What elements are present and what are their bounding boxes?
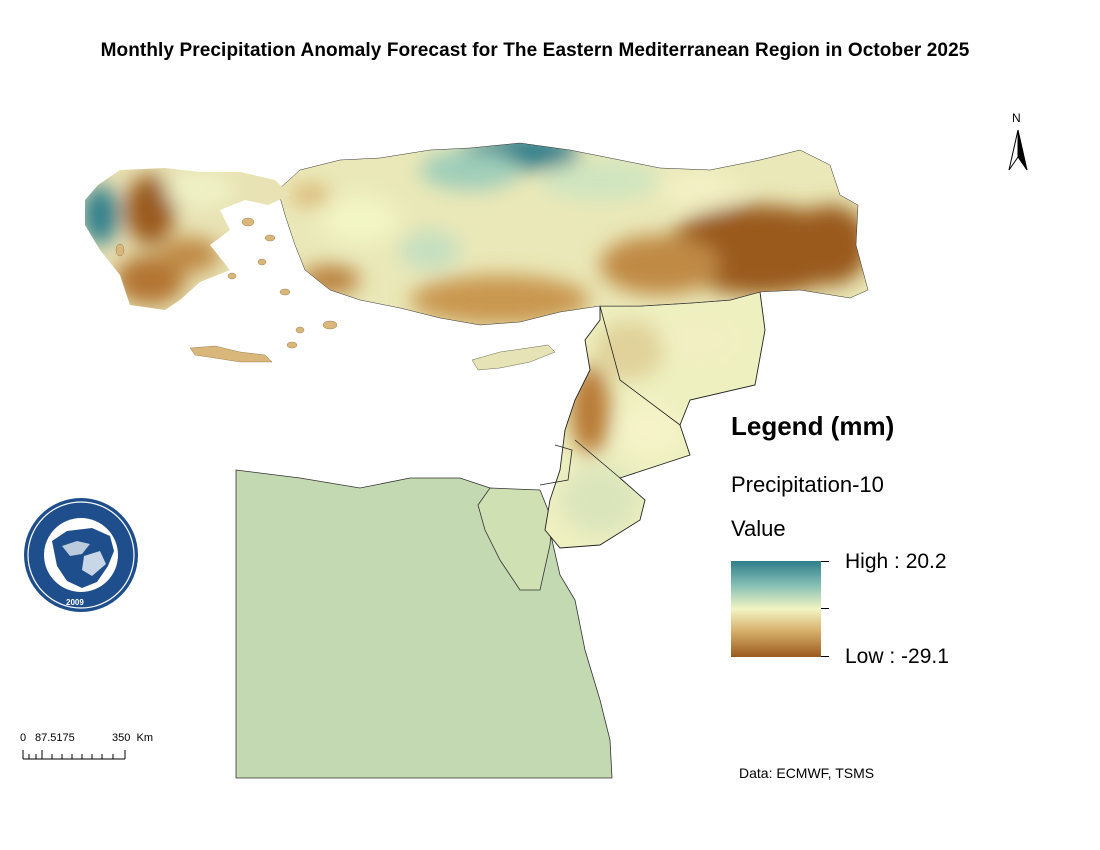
legend-title: Legend (mm) <box>731 411 895 441</box>
north-arrow-icon <box>1008 129 1028 171</box>
legend-tick-mid <box>821 608 829 609</box>
legend-tick-low <box>821 656 829 657</box>
legend-color-ramp <box>731 561 821 657</box>
north-label: N <box>1012 111 1021 125</box>
legend-low-label: Low : -29.1 <box>845 645 949 668</box>
aegean-islands <box>115 217 338 363</box>
map-title: Monthly Precipitation Anomaly Forecast f… <box>100 40 970 61</box>
scale-bar <box>22 750 126 760</box>
legend-layer-name: Precipitation-10 <box>731 472 884 497</box>
legend-tick-high <box>821 561 829 562</box>
sinai-region <box>477 487 553 591</box>
legend-high-label: High : 20.2 <box>845 550 947 573</box>
cyprus-region <box>471 344 556 371</box>
data-credit: Data: ECMWF, TSMS <box>739 765 875 781</box>
scale-label-2: 350 Km <box>112 732 153 744</box>
scale-label-1: 87.5175 <box>35 732 75 744</box>
scale-label-0: 0 <box>20 732 27 744</box>
logo-year: 2009 <box>66 598 84 607</box>
legend-field-name: Value <box>731 516 786 541</box>
turkey-region <box>277 142 869 326</box>
emcc-logo-icon <box>24 498 138 612</box>
